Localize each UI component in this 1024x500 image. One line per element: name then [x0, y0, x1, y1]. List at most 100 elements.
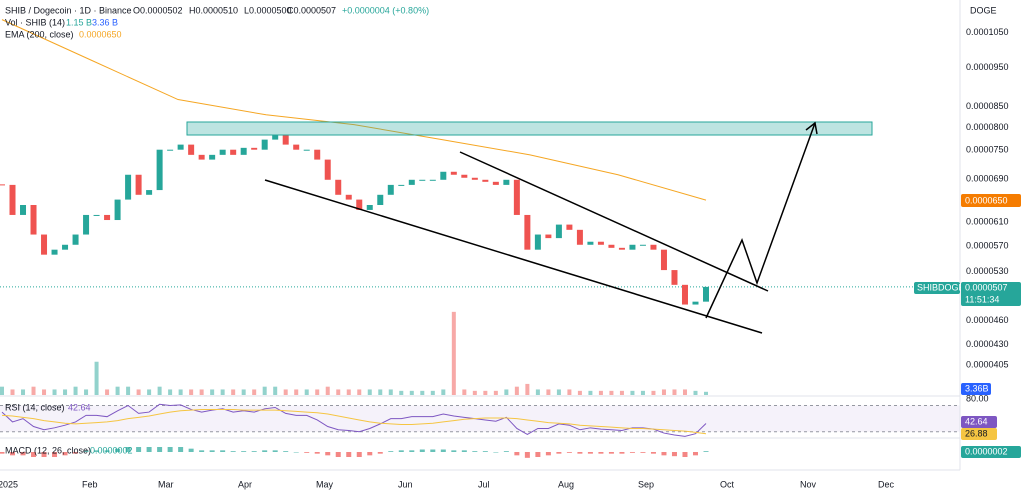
- candle: [524, 214, 531, 250]
- candle: [272, 134, 279, 140]
- candle: [93, 214, 100, 216]
- macd-bar: [104, 450, 110, 452]
- change: +0.0000004 (+0.80%): [342, 5, 429, 15]
- candle: [650, 244, 657, 250]
- candle: [30, 204, 37, 235]
- volume-bar: [315, 389, 320, 395]
- macd-bar: [146, 447, 152, 452]
- candle: [62, 244, 69, 250]
- macd-bar: [83, 450, 89, 452]
- symbol-badge: SHIBDOGE: [917, 282, 965, 292]
- volume-bar: [693, 390, 698, 395]
- candle: [314, 149, 321, 160]
- macd-bar: [283, 451, 289, 452]
- macd-bar: [545, 452, 551, 456]
- volume-bar: [325, 386, 330, 395]
- volume-badge-bg: [961, 383, 991, 395]
- x-tick-label: May: [316, 479, 334, 489]
- macd-bar: [356, 452, 362, 457]
- volume-bar: [567, 389, 572, 395]
- macd-bar: [262, 450, 268, 452]
- volume-bar: [514, 386, 519, 395]
- y-tick-label: 0.0000950: [966, 62, 1009, 72]
- candle: [566, 224, 573, 230]
- volume-bar: [304, 389, 309, 395]
- macd-bar: [314, 452, 320, 454]
- volume-bar: [598, 390, 603, 395]
- rsi-badge-bg: [961, 416, 997, 428]
- candle: [681, 284, 688, 305]
- candle: [230, 149, 237, 155]
- volume-bar: [546, 389, 551, 395]
- macd-bar: [178, 447, 184, 452]
- rsi-ma-badge-bg: [961, 428, 997, 440]
- volume-bar: [10, 389, 15, 395]
- macd-bar: [671, 452, 677, 457]
- candle: [177, 144, 184, 150]
- x-tick-label: Feb: [82, 479, 98, 489]
- candle: [20, 204, 27, 215]
- x-tick-label: 2025: [0, 479, 18, 489]
- candle: [408, 179, 415, 185]
- macd-bar: [20, 452, 26, 456]
- candle: [41, 234, 48, 255]
- title: SHIB / Dogecoin · 1D · Binance: [5, 5, 132, 15]
- volume-bar: [21, 389, 26, 395]
- candle: [345, 194, 352, 200]
- macd-bar: [73, 452, 79, 454]
- macd-bar: [388, 451, 394, 452]
- macd-bar: [346, 452, 352, 457]
- rsi-value: 42.64: [68, 402, 91, 412]
- rsi-legend: RSI (14, close): [5, 402, 65, 412]
- volume-bar: [462, 389, 467, 395]
- macd-bar: [608, 452, 614, 454]
- macd-badge-bg: [961, 446, 1021, 458]
- y-tick-label: 0.0000750: [966, 145, 1009, 155]
- macd-bar: [367, 452, 373, 456]
- candle: [324, 159, 331, 180]
- macd-bar: [220, 450, 226, 452]
- macd-bar: [335, 452, 341, 457]
- candle: [104, 214, 111, 221]
- macd-bar: [325, 452, 331, 456]
- macd-bar: [524, 452, 530, 458]
- ema-badge: 0.0000650: [965, 195, 1008, 205]
- macd-bar: [377, 452, 383, 454]
- candle: [513, 179, 520, 215]
- macd-bar: [461, 450, 467, 452]
- volume-bar: [399, 390, 404, 395]
- macd-bar: [167, 447, 173, 452]
- ohlc-high: H0.0000510: [189, 5, 238, 15]
- candle: [293, 144, 300, 150]
- candle: [156, 149, 163, 191]
- candle: [146, 190, 153, 195]
- candle: [72, 234, 79, 245]
- volume-bar: [357, 389, 362, 395]
- volume-bar: [210, 389, 215, 395]
- quote-currency: DOGE: [970, 5, 997, 15]
- volume-bar: [504, 389, 509, 395]
- macd-bar: [692, 452, 698, 456]
- volume-bar: [420, 390, 425, 395]
- volume-bar: [220, 389, 225, 395]
- macd-bar: [115, 448, 121, 452]
- plot-area: [0, 19, 964, 458]
- candle: [282, 134, 289, 145]
- macd-bar: [31, 452, 37, 457]
- symbol-badge-bg: [914, 282, 960, 294]
- candle: [639, 244, 646, 246]
- volume-badge: 3.36B: [965, 383, 989, 393]
- macd-bar: [0, 452, 5, 454]
- macd-bar: [482, 451, 488, 452]
- rsi-badge: 42.64: [965, 416, 988, 426]
- candle: [9, 184, 16, 215]
- volume-bar: [178, 389, 183, 395]
- volume-bar: [262, 386, 267, 395]
- resistance-zone: [186, 121, 873, 136]
- volume-bar: [31, 386, 36, 395]
- x-tick-label: Nov: [800, 479, 817, 489]
- volume-bar: [136, 389, 141, 395]
- candle: [440, 171, 447, 180]
- volume-bar: [609, 390, 614, 395]
- candle: [629, 244, 636, 250]
